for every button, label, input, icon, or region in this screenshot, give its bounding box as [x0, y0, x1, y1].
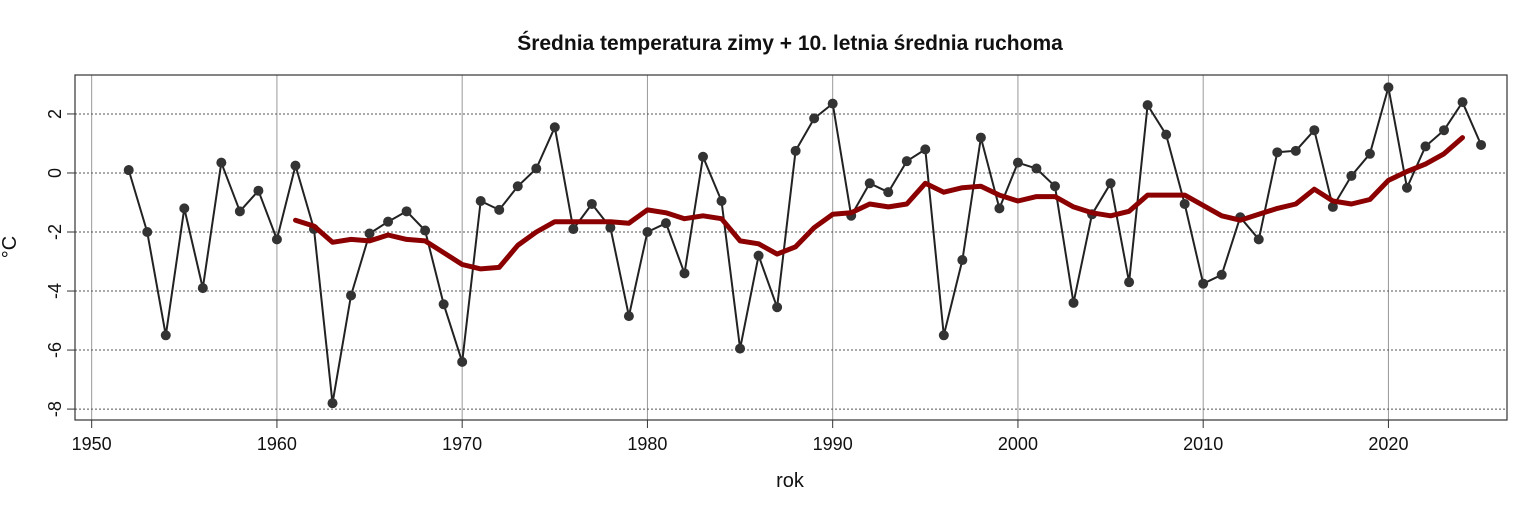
data-point	[605, 222, 616, 233]
data-point	[1401, 182, 1412, 193]
data-point	[1364, 148, 1375, 159]
plot-frame	[74, 74, 1508, 421]
data-point	[679, 268, 690, 279]
data-point	[290, 160, 301, 171]
data-point	[1346, 170, 1357, 181]
y-axis-label: °C	[0, 236, 21, 258]
series-layer	[123, 82, 1487, 409]
y-tick-label: 2	[45, 109, 65, 119]
data-point	[809, 113, 820, 124]
data-point	[1068, 297, 1079, 308]
data-point	[568, 224, 579, 235]
data-point	[790, 145, 801, 156]
data-point	[512, 181, 523, 192]
data-point	[623, 311, 634, 322]
data-point	[1049, 181, 1060, 192]
data-point	[1253, 234, 1264, 245]
data-point	[698, 151, 709, 162]
data-point	[586, 198, 597, 209]
data-point	[1290, 145, 1301, 156]
data-point	[234, 206, 245, 217]
x-tick-label: 2020	[1368, 434, 1408, 454]
data-point	[327, 398, 338, 409]
data-point	[271, 234, 282, 245]
series-line-moving-average	[293, 135, 1465, 272]
data-point	[1012, 157, 1023, 168]
grid	[75, 75, 1507, 420]
x-tick-label: 1980	[627, 434, 667, 454]
y-axis: -8 -6 -4 -2 0 2	[45, 109, 75, 417]
x-tick-label: 2000	[998, 434, 1038, 454]
data-point	[716, 196, 727, 207]
x-tick-label: 1960	[257, 434, 297, 454]
data-point	[197, 283, 208, 294]
data-point	[753, 250, 764, 261]
x-tick-label: 1990	[813, 434, 853, 454]
data-point	[1272, 147, 1283, 158]
data-point	[975, 132, 986, 143]
data-point	[142, 227, 153, 238]
data-point	[1457, 97, 1468, 108]
data-point	[735, 343, 746, 354]
y-tick-label: -8	[45, 401, 65, 417]
data-point	[827, 98, 838, 109]
data-point	[179, 203, 190, 214]
data-point	[438, 299, 449, 310]
data-point	[383, 216, 394, 227]
data-point	[901, 156, 912, 167]
data-point	[1161, 129, 1172, 140]
data-point	[1179, 198, 1190, 209]
x-axis: 1950 1960 1970 1980 1990 2000 2010 2020	[72, 420, 1408, 454]
data-point	[1124, 277, 1135, 288]
data-point	[772, 302, 783, 313]
data-point	[346, 290, 357, 301]
data-point	[549, 122, 560, 133]
data-point	[160, 330, 171, 341]
data-point	[253, 185, 264, 196]
y-tick-label: -4	[45, 283, 65, 299]
data-point	[1476, 139, 1487, 150]
data-point	[420, 225, 431, 236]
data-point	[1031, 163, 1042, 174]
data-point	[1309, 125, 1320, 136]
y-tick-label: -6	[45, 342, 65, 358]
data-point	[1198, 278, 1209, 289]
data-point	[1216, 269, 1227, 280]
data-point	[642, 227, 653, 238]
data-point	[123, 165, 134, 176]
data-point	[475, 196, 486, 207]
data-point	[920, 144, 931, 155]
data-point	[1105, 178, 1116, 189]
data-point	[883, 187, 894, 198]
data-point	[531, 163, 542, 174]
data-point	[457, 356, 468, 367]
data-point	[1439, 125, 1450, 136]
y-tick-label: 0	[45, 168, 65, 178]
series-line-winter-temperature	[127, 86, 1483, 405]
chart-title: Średnia temperatura zimy + 10. letnia śr…	[517, 31, 1063, 55]
data-point	[1420, 141, 1431, 152]
data-point	[660, 218, 671, 229]
data-point	[1327, 201, 1338, 212]
data-point	[1142, 100, 1153, 111]
data-point	[364, 228, 375, 239]
data-point	[216, 157, 227, 168]
data-point	[401, 206, 412, 217]
data-point	[494, 204, 505, 215]
x-tick-label: 2010	[1183, 434, 1223, 454]
x-axis-label: rok	[776, 470, 805, 492]
x-tick-label: 1970	[442, 434, 482, 454]
data-point	[1383, 82, 1394, 93]
y-tick-label: -2	[45, 224, 65, 240]
data-point	[864, 178, 875, 189]
data-point	[938, 330, 949, 341]
data-point	[957, 255, 968, 266]
x-tick-label: 1950	[72, 434, 112, 454]
data-point	[994, 203, 1005, 214]
